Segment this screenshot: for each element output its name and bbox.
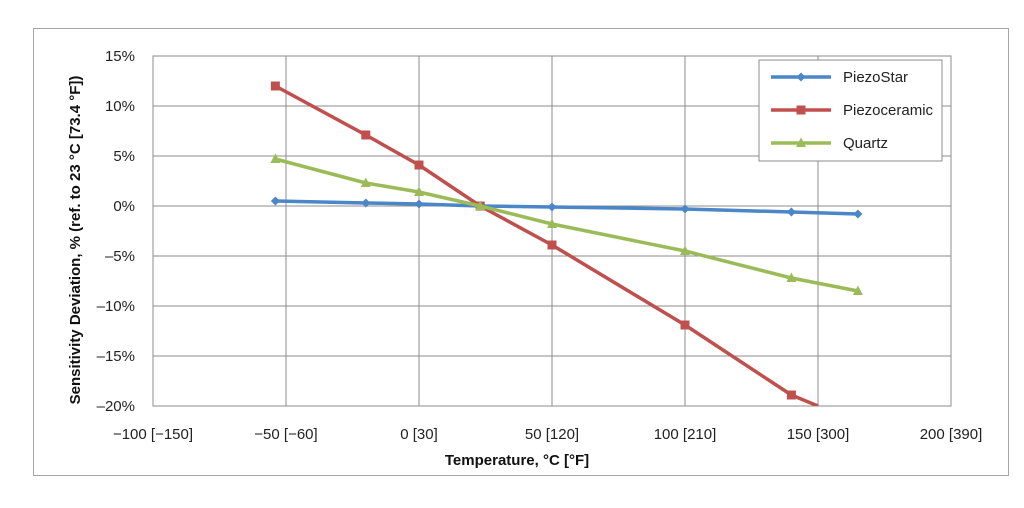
legend-marker [796,105,806,115]
y-tick-label: 0% [113,198,135,215]
data-point [270,153,281,163]
data-point [680,204,690,214]
x-tick-label: 200 [390] [920,426,983,443]
x-tick-labels: −100 [−150] −50 [−60] 0 [30] 50 [120] 100 [2… [113,426,982,443]
data-point [360,177,371,187]
y-tick-label: 10% [105,98,135,115]
legend-marker [796,137,806,147]
data-point [547,202,557,212]
data-point [680,245,690,255]
y-tick-label: –10% [97,298,135,315]
y-axis-title: Sensitivity Deviation, % (ref. to 23 °C … [67,76,84,405]
y-tick-labels: 15% 10% 5% 0% –5% –10% –15% –20% [97,48,135,415]
data-point [786,207,796,217]
data-point [786,272,797,282]
data-point [786,390,796,400]
legend-label: PiezoStar [843,69,908,86]
data-point [270,196,280,206]
data-point [852,285,863,295]
data-point [414,199,424,209]
data-point [361,198,371,208]
data-point [361,130,371,140]
data-point [270,81,280,91]
y-tick-label: –20% [97,398,135,415]
x-axis-title: Temperature, °C [°F] [445,452,589,469]
plot-area-border [152,55,952,407]
series-quartz [270,153,863,295]
y-tick-label: 15% [105,48,135,65]
series-piezostar [270,196,863,219]
x-tick-label: 0 [30] [400,426,438,443]
x-tick-label: −100 [−150] [113,426,193,443]
legend-marker [796,72,806,82]
y-tick-label: –5% [105,248,135,265]
x-tick-label: −50 [−60] [254,426,317,443]
data-point [853,209,863,219]
legend: PiezoStar Piezoceramic Quartz [758,59,943,162]
y-tick-label: –15% [97,348,135,365]
y-tick-label: 5% [113,148,135,165]
legend-label: Quartz [843,135,888,152]
legend-label: Piezoceramic [843,102,934,119]
series-line [275,199,858,216]
data-point [414,160,424,170]
series-line [274,84,819,406]
data-point [414,186,424,196]
x-tick-label: 50 [120] [525,426,579,443]
plot-area [152,55,952,407]
data-point [547,240,557,250]
x-tick-label: 150 [300] [787,426,850,443]
data-point [475,200,486,210]
series-piezoceramic [270,81,819,406]
data-point [547,218,557,228]
chart-frame [33,28,1009,476]
data-point [680,320,690,330]
series-line [274,157,859,293]
x-tick-label: 100 [210] [654,426,717,443]
series-lines [270,81,863,406]
